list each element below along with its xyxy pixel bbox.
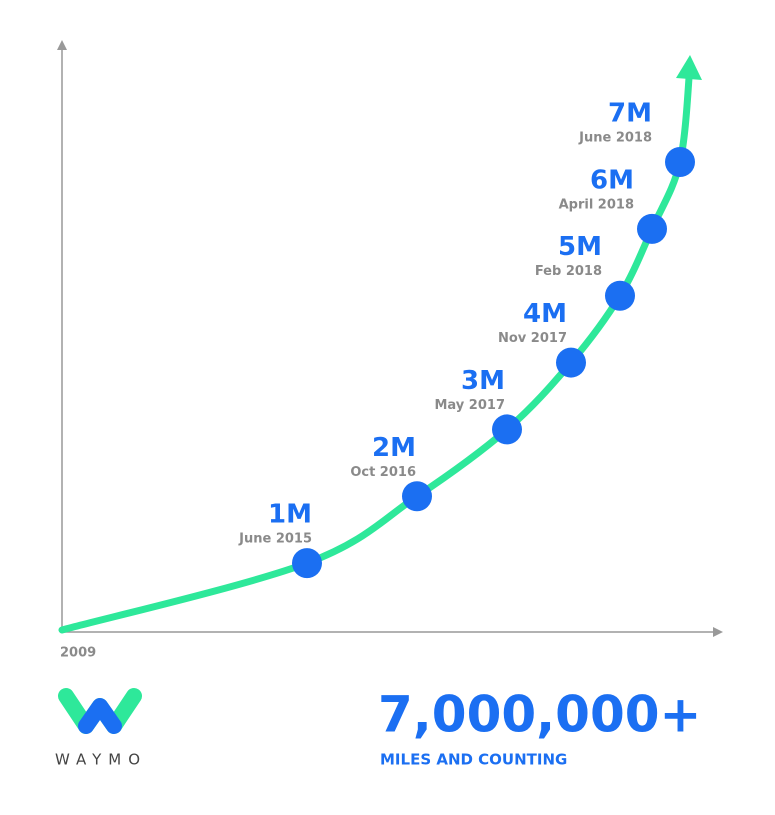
- date-label: Oct 2016: [350, 465, 416, 480]
- date-label: April 2018: [559, 197, 634, 212]
- headline: 7,000,000+: [378, 686, 701, 744]
- date-label: June 2018: [578, 131, 652, 146]
- logo-text: WAYMO: [55, 751, 147, 769]
- plot: 1M June 2015 2M Oct 2016 3M May 2017 4M Nov 201…: [58, 55, 702, 634]
- trend-curve: [58, 61, 694, 634]
- subheadline: MILES AND COUNTING: [380, 751, 567, 769]
- logo: WAYMO: [55, 688, 147, 769]
- curve-arrowhead: [676, 55, 702, 80]
- milestone-dot: [637, 213, 667, 244]
- date-label: June 2015: [238, 532, 312, 547]
- value-label: 7M: [608, 99, 652, 129]
- milestone-dot: [605, 280, 635, 311]
- x-start-label: 2009: [60, 646, 96, 661]
- date-label: May 2017: [435, 398, 506, 413]
- milestone-dot: [292, 548, 322, 579]
- milestone-dot: [492, 414, 522, 445]
- milestone-dot: [556, 347, 586, 378]
- milestone-dot: [402, 481, 432, 512]
- value-label: 5M: [558, 232, 602, 262]
- value-label: 1M: [268, 500, 312, 530]
- date-label: Nov 2017: [498, 331, 567, 346]
- value-label: 3M: [461, 366, 505, 396]
- value-label: 2M: [372, 433, 416, 463]
- milestone-dot: [665, 147, 695, 177]
- value-label: 6M: [590, 165, 634, 195]
- date-label: Feb 2018: [535, 264, 602, 279]
- value-label: 4M: [523, 299, 567, 329]
- logo-mark-inner: [78, 698, 122, 734]
